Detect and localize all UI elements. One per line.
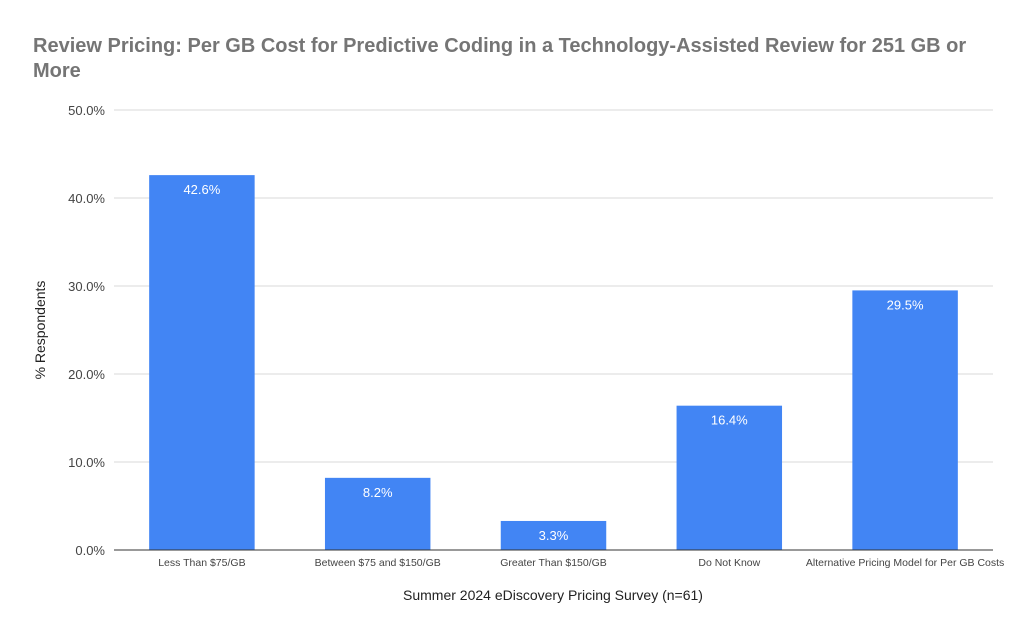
x-tick-label: Between $75 and $150/GB	[315, 557, 441, 569]
y-tick-label: 30.0%	[68, 279, 105, 294]
x-tick-label: Greater Than $150/GB	[500, 557, 607, 569]
bar	[852, 290, 958, 550]
bar	[676, 405, 783, 550]
data-label: 16.4%	[711, 413, 748, 428]
y-tick-label: 0.0%	[75, 543, 105, 558]
bar	[500, 520, 607, 550]
y-tick-label: 40.0%	[68, 191, 105, 206]
data-labels: 42.6% 8.2% 3.3% 16.4% 29.5%	[183, 182, 924, 543]
bars	[149, 175, 958, 550]
bar	[149, 175, 255, 550]
x-axis-title: Summer 2024 eDiscovery Pricing Survey (n…	[403, 587, 703, 603]
data-label: 29.5%	[887, 297, 924, 312]
x-tick-label: Alternative Pricing Model for Per GB Cos…	[806, 557, 1004, 569]
data-label: 3.3%	[539, 528, 569, 543]
y-axis-ticks: 0.0% 10.0% 20.0% 30.0% 40.0% 50.0%	[68, 103, 105, 558]
data-label: 8.2%	[363, 485, 393, 500]
x-tick-label: Less Than $75/GB	[158, 557, 245, 569]
y-tick-label: 50.0%	[68, 103, 105, 118]
x-tick-label: Do Not Know	[698, 557, 760, 569]
y-tick-label: 10.0%	[68, 455, 105, 470]
chart-title-line-2: More	[33, 60, 81, 82]
chart-title-line-1: Review Pricing: Per GB Cost for Predicti…	[33, 35, 966, 57]
y-tick-label: 20.0%	[68, 367, 105, 382]
x-axis-categories: Less Than $75/GB Between $75 and $150/GB G…	[158, 557, 1004, 569]
bar	[324, 477, 431, 550]
y-axis-title: % Respondents	[32, 281, 48, 380]
gridlines	[114, 109, 993, 463]
data-label: 42.6%	[183, 182, 220, 197]
